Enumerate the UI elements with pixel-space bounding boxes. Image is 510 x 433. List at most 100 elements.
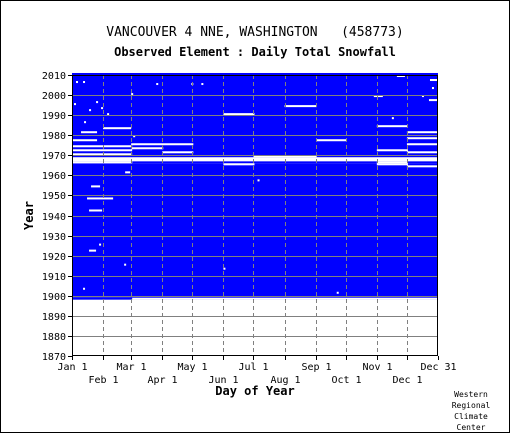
y-tick-label: 2000 xyxy=(42,91,66,102)
missing-gap xyxy=(89,209,103,212)
missing-point xyxy=(84,121,87,124)
missing-gap xyxy=(406,151,438,154)
y-tick-label: 1920 xyxy=(42,252,66,263)
missing-point xyxy=(431,87,434,90)
missing-gap xyxy=(253,155,317,158)
missing-point xyxy=(201,83,204,86)
missing-gap xyxy=(131,143,194,146)
missing-gap xyxy=(223,113,255,116)
grid-lines xyxy=(72,75,438,356)
missing-point xyxy=(96,101,99,104)
missing-gap xyxy=(162,151,194,154)
missing-gap xyxy=(376,125,408,128)
missing-gap xyxy=(396,75,405,78)
x-tick-label: Oct 1 xyxy=(331,375,361,386)
y-tick-label: 1960 xyxy=(42,171,66,182)
missing-gap xyxy=(72,299,438,302)
y-tick-label: 1950 xyxy=(42,191,66,202)
tick-marks xyxy=(68,75,439,360)
missing-point xyxy=(76,81,79,84)
missing-gap xyxy=(284,105,317,108)
chart-title: VANCOUVER 4 NNE, WASHINGTON (458773) xyxy=(106,25,404,40)
credit-line: Western xyxy=(454,390,488,399)
observed-block xyxy=(72,72,438,75)
missing-point xyxy=(124,263,127,266)
missing-gap xyxy=(376,161,408,164)
y-tick-label: 2010 xyxy=(42,71,66,82)
missing-point xyxy=(133,135,136,138)
x-axis-title: Day of Year xyxy=(215,384,294,398)
y-tick-label: 1980 xyxy=(42,131,66,142)
missing-point xyxy=(391,117,394,120)
x-tick-label: Jan 1 xyxy=(57,362,87,373)
missing-point xyxy=(74,103,77,106)
missing-gap xyxy=(406,131,438,134)
credit-line: Climate xyxy=(454,412,488,421)
missing-gap xyxy=(72,157,438,162)
missing-gap xyxy=(91,185,101,188)
observed-block xyxy=(72,163,438,298)
x-tick-label: Dec 1 xyxy=(392,375,422,386)
missing-point xyxy=(131,93,134,96)
missing-gap xyxy=(223,163,255,166)
y-tick-labels: 1870 1880 1890 1900 1910 1920 1930 1940 1950 1960… xyxy=(42,71,66,363)
missing-gap xyxy=(428,99,438,102)
y-tick-label: 1910 xyxy=(42,272,66,283)
missing-gap xyxy=(72,139,98,142)
missing-gap xyxy=(131,147,164,150)
missing-gap xyxy=(376,163,408,166)
credit-line: Regional xyxy=(451,401,491,410)
missing-gap xyxy=(132,297,438,300)
missing-gap xyxy=(87,197,114,200)
chart-subtitle: Observed Element : Daily Total Snowfall xyxy=(114,45,396,59)
x-tick-label: May 1 xyxy=(177,362,207,373)
observed-block xyxy=(72,75,438,158)
missing-gap xyxy=(72,153,133,156)
missing-gap xyxy=(373,95,383,98)
x-tick-label: Nov 1 xyxy=(362,362,392,373)
missing-gap xyxy=(103,127,132,130)
y-axis-title: Year xyxy=(22,201,36,230)
missing-gap xyxy=(81,131,98,134)
x-tick-label: Jul 1 xyxy=(238,362,268,373)
credit-line: Center xyxy=(456,423,486,432)
missing-gap xyxy=(125,171,131,174)
missing-gap xyxy=(376,149,408,152)
missing-gap xyxy=(406,165,438,168)
missing-point xyxy=(257,179,260,182)
missing-point xyxy=(83,287,86,290)
missing-point xyxy=(83,81,86,84)
missing-point xyxy=(107,113,110,116)
x-tick-labels: Jan 1 Mar 1 May 1 Jul 1 Sep 1 Nov 1 Dec 31 Feb … xyxy=(57,362,456,386)
missing-point xyxy=(89,109,92,112)
x-tick-label: Dec 31 xyxy=(420,362,456,373)
x-tick-label: Apr 1 xyxy=(147,375,177,386)
missing-gap xyxy=(89,249,97,252)
missing-gap xyxy=(406,137,438,140)
wrcc-credit: Western Regional Climate Center xyxy=(441,389,501,432)
x-tick-label: Mar 1 xyxy=(116,362,146,373)
missing-gap xyxy=(406,143,438,146)
missing-point xyxy=(421,95,424,98)
missing-gap xyxy=(429,79,438,82)
y-tick-label: 1870 xyxy=(42,352,66,363)
coverage-cells xyxy=(72,72,438,302)
missing-point xyxy=(99,243,102,246)
y-tick-label: 1900 xyxy=(42,292,66,303)
plot-border xyxy=(72,75,438,356)
missing-gap xyxy=(72,149,133,152)
x-tick-label: Feb 1 xyxy=(88,375,118,386)
missing-point xyxy=(101,107,104,110)
y-tick-label: 1930 xyxy=(42,232,66,243)
y-tick-label: 1940 xyxy=(42,212,66,223)
x-tick-label: Aug 1 xyxy=(270,375,300,386)
y-tick-label: 1970 xyxy=(42,151,66,162)
x-tick-label: Sep 1 xyxy=(301,362,331,373)
missing-gap xyxy=(72,161,133,164)
missing-point xyxy=(156,83,159,86)
missing-gap xyxy=(316,139,347,142)
y-tick-label: 1880 xyxy=(42,332,66,343)
y-tick-label: 1890 xyxy=(42,312,66,323)
